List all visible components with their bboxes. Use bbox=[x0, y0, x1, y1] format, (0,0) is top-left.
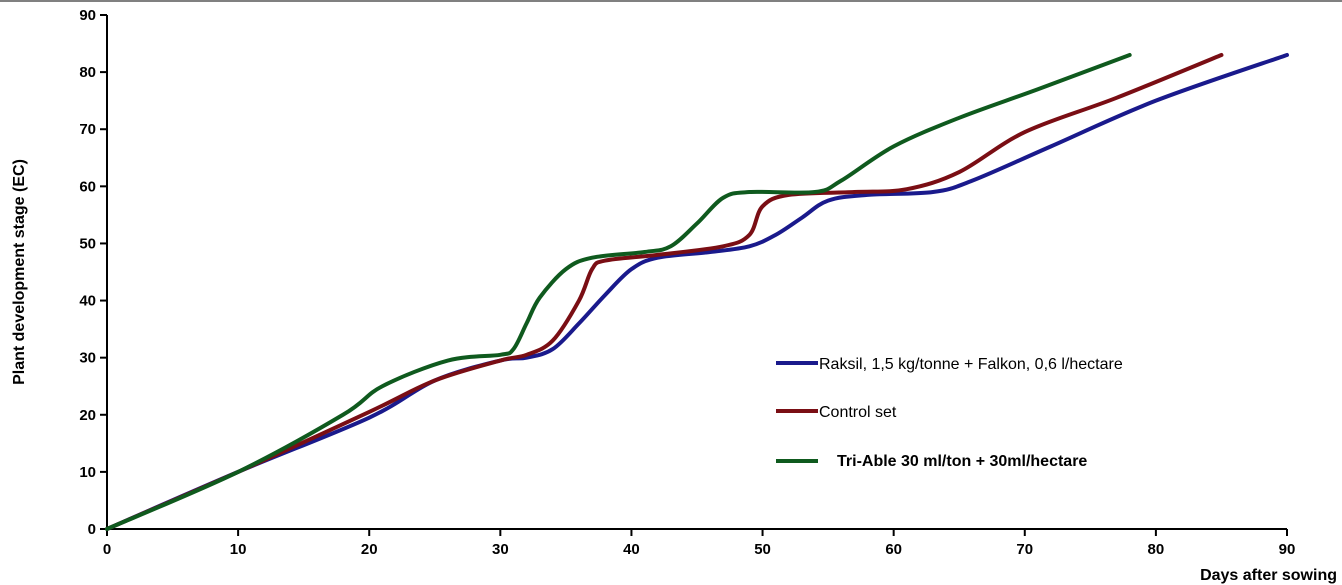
x-tick-label: 60 bbox=[885, 541, 902, 558]
y-tick-label: 70 bbox=[79, 121, 96, 138]
y-axis-title: Plant development stage (EC) bbox=[11, 159, 28, 385]
series-line-triable bbox=[105, 52, 1132, 531]
legend-label-control: Control set bbox=[819, 404, 897, 421]
y-tick-label: 0 bbox=[88, 521, 96, 538]
series-lines bbox=[105, 52, 1289, 531]
y-tick-label: 90 bbox=[79, 7, 96, 24]
x-tick-label: 70 bbox=[1016, 541, 1033, 558]
x-tick-label: 80 bbox=[1148, 541, 1165, 558]
x-tick-label: 50 bbox=[754, 541, 771, 558]
x-tick-label: 10 bbox=[230, 541, 247, 558]
y-tick-label: 80 bbox=[79, 64, 96, 81]
legend-label-triable: Tri-Able 30 ml/ton + 30ml/hectare bbox=[837, 453, 1087, 470]
y-tick-label: 60 bbox=[79, 178, 96, 195]
y-tick-label: 50 bbox=[79, 235, 96, 252]
y-tick-label: 10 bbox=[79, 464, 96, 481]
y-tick-label: 40 bbox=[79, 293, 96, 310]
x-tick-label: 90 bbox=[1279, 541, 1296, 558]
legend-label-raksil: Raksil, 1,5 kg/tonne + Falkon, 0,6 l/hec… bbox=[819, 356, 1123, 373]
series-line-raksil bbox=[105, 52, 1289, 531]
x-tick-label: 0 bbox=[103, 541, 111, 558]
x-axis-title: Days after sowing bbox=[1200, 567, 1337, 584]
x-tick-label: 20 bbox=[361, 541, 378, 558]
y-tick-label: 30 bbox=[79, 350, 96, 367]
y-tick-label: 20 bbox=[79, 407, 96, 424]
axes: 0 10 20 30 40 50 60 70 80 90 0 10 20 30 40 50 60 70 80 90 bbox=[79, 7, 1295, 558]
x-tick-label: 40 bbox=[623, 541, 640, 558]
series-line-control bbox=[105, 52, 1224, 531]
x-tick-label: 30 bbox=[492, 541, 509, 558]
legend: Raksil, 1,5 kg/tonne + Falkon, 0,6 l/hec… bbox=[776, 356, 1123, 470]
